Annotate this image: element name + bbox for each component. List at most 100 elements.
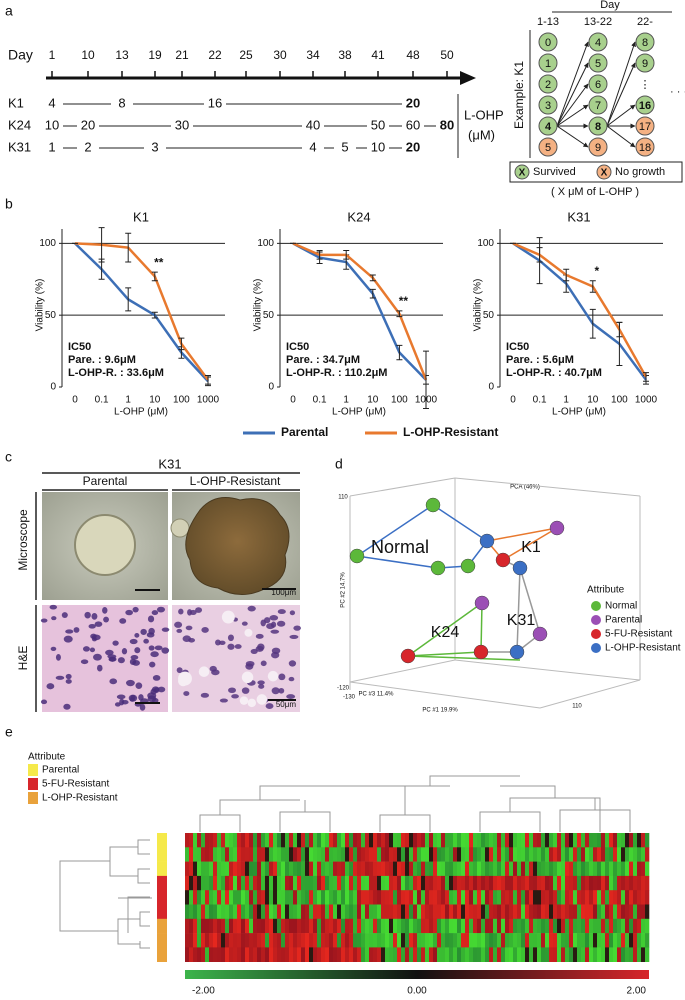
nucleus — [82, 646, 90, 652]
heatmap-cell — [573, 904, 578, 920]
heatmap-cell — [553, 833, 558, 848]
heatmap-cell — [461, 918, 466, 934]
heatmap-cell — [281, 904, 286, 920]
pca-tick: 110 — [572, 704, 582, 710]
heatmap-cell — [217, 847, 222, 862]
nucleus — [201, 627, 209, 633]
heatmap-cell — [637, 861, 642, 877]
nucleus — [288, 660, 297, 667]
heatmap-cell — [321, 833, 326, 848]
nucleus — [89, 647, 96, 653]
series-line — [512, 242, 648, 378]
heatmap-cell — [433, 861, 438, 877]
histology — [42, 605, 168, 712]
heatmap-cell — [569, 890, 574, 905]
vacuole — [267, 670, 279, 682]
heatmap-cell — [597, 918, 602, 934]
heatmap-cell — [469, 947, 474, 962]
heatmap-cell — [521, 933, 526, 948]
heatmap-cell — [257, 847, 262, 862]
heatmap-cell — [565, 904, 570, 920]
nucleus — [270, 629, 280, 634]
phase-label: 22- — [637, 16, 653, 28]
heatmap-cell — [329, 933, 334, 948]
heatmap-cell — [521, 861, 526, 877]
heatmap-cell — [261, 947, 266, 962]
heatmap-cell — [341, 861, 346, 877]
heatmap-cell — [361, 861, 366, 877]
y-tick-label: 0 — [488, 382, 494, 393]
dose-label: 10 — [45, 117, 59, 132]
heatmap-cell — [345, 833, 350, 848]
column-label: L-OHP-Resistant — [190, 474, 281, 488]
heatmap-cell — [529, 933, 534, 948]
heatmap-cell — [585, 861, 590, 877]
heatmap-cell — [589, 904, 594, 920]
heatmap-cell — [277, 904, 282, 920]
heatmap-cell — [457, 947, 462, 962]
heatmap-cell — [561, 890, 566, 905]
heatmap-cell — [381, 847, 386, 862]
heatmap-cell — [565, 947, 570, 962]
day-label: 19 — [148, 48, 162, 62]
heatmap-cell — [597, 890, 602, 905]
heatmap-cell — [253, 833, 258, 848]
heatmap-cell — [589, 833, 594, 848]
phase-label: 1-13 — [537, 16, 559, 28]
heatmap-cell — [353, 933, 358, 948]
heatmap-cell — [321, 847, 326, 862]
heatmap-cell — [441, 875, 446, 891]
heatmap-cell — [385, 833, 390, 848]
heatmap-cell — [213, 890, 218, 905]
heatmap-cell — [461, 847, 466, 862]
heatmap-cell — [509, 933, 514, 948]
heatmap-cell — [237, 947, 242, 962]
heatmap-cell — [281, 875, 286, 891]
heatmap-cell — [557, 861, 562, 877]
heatmap-cell — [413, 890, 418, 905]
heatmap-cell — [545, 861, 550, 877]
heatmap-cell — [441, 918, 446, 934]
heatmap-cell — [209, 861, 214, 877]
heatmap-cell — [597, 861, 602, 877]
heatmap-cell — [641, 833, 646, 848]
scheme-arrow — [606, 125, 636, 148]
nucleus — [128, 694, 138, 702]
nucleus — [255, 633, 264, 639]
heatmap-cell — [345, 890, 350, 905]
heatmap-cell — [569, 833, 574, 848]
heatmap-cell — [401, 875, 406, 891]
heatmap-cell — [481, 918, 486, 934]
pca-point — [495, 552, 511, 568]
heatmap-cell — [249, 933, 254, 948]
heatmap-cell — [341, 918, 346, 934]
heatmap-cell — [489, 933, 494, 948]
node-label: 2 — [545, 79, 551, 91]
heatmap-cell — [393, 904, 398, 920]
heatmap-cell — [253, 890, 258, 905]
heatmap-cell — [525, 890, 530, 905]
heatmap-cell — [505, 918, 510, 934]
heatmap-cell — [417, 904, 422, 920]
heatmap-cell — [541, 933, 546, 948]
heatmap-cell — [229, 933, 234, 948]
heatmap-cell — [377, 847, 382, 862]
heatmap-cell — [437, 947, 442, 962]
ic50-title: IC50 — [506, 341, 529, 353]
day-label: 25 — [239, 48, 253, 62]
scheme-node — [635, 116, 655, 136]
heatmap-cell — [373, 875, 378, 891]
heatmap-cell — [285, 904, 290, 920]
heatmap-cell — [229, 947, 234, 962]
heatmap-cell — [341, 875, 346, 891]
nucleus — [126, 679, 135, 687]
heatmap-cell — [521, 947, 526, 962]
heatmap-cell — [189, 833, 194, 848]
heatmap-cell — [573, 918, 578, 934]
heatmap-cell — [397, 847, 402, 862]
heatmap-cell — [341, 947, 346, 962]
heatmap-cell — [589, 918, 594, 934]
heatmap-cell — [257, 933, 262, 948]
ic50-value: Pare. : 34.7μM — [286, 354, 360, 366]
pca-point — [509, 644, 525, 660]
